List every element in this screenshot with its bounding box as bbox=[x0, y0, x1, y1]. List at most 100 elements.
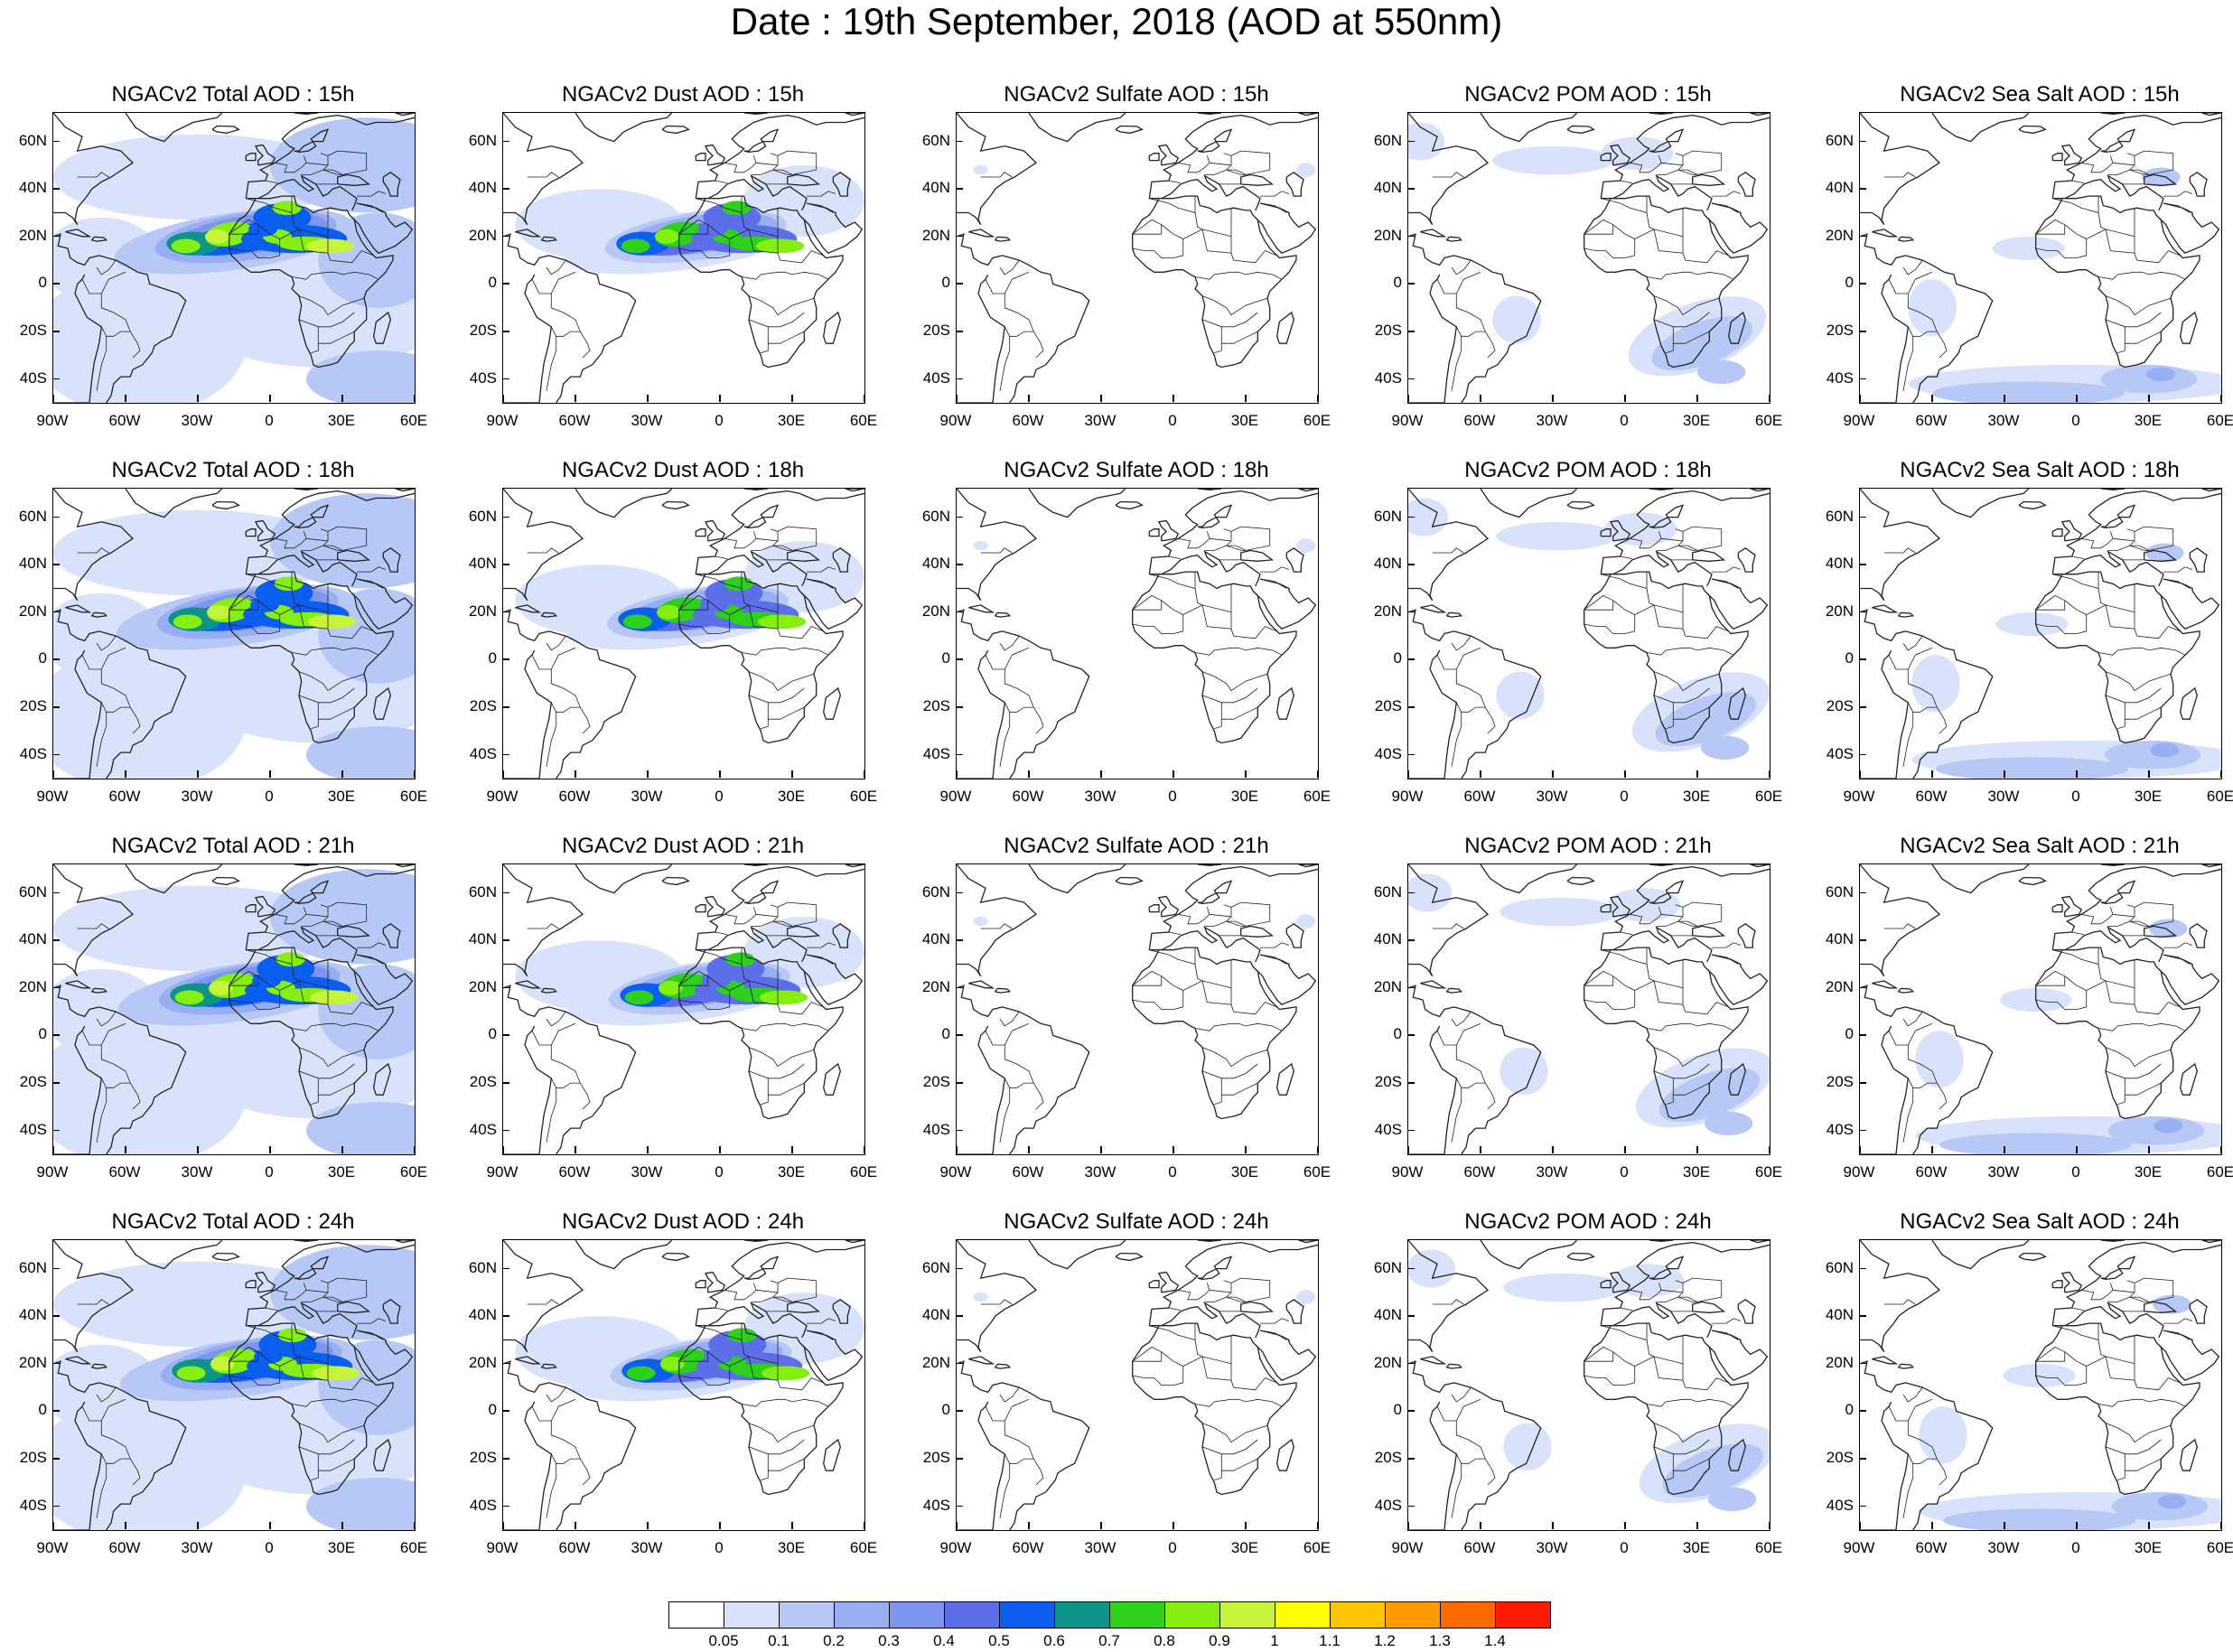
lat-tick bbox=[502, 658, 509, 660]
coastline bbox=[294, 1240, 319, 1242]
coastline bbox=[994, 611, 1012, 618]
country-border bbox=[1653, 1047, 1720, 1068]
panel-title: NGACv2 POM AOD : 21h bbox=[1464, 834, 1712, 858]
coastline bbox=[1750, 489, 1770, 492]
lon-tick-label: 90W bbox=[36, 1163, 69, 1181]
lon-tick bbox=[1317, 395, 1319, 402]
lat-tick bbox=[1859, 753, 1866, 756]
country-border bbox=[771, 901, 818, 927]
country-border bbox=[741, 1398, 829, 1407]
coastline bbox=[1132, 571, 1297, 744]
country-border bbox=[767, 1078, 805, 1096]
country-border bbox=[81, 279, 102, 294]
coastline bbox=[1285, 1299, 1304, 1324]
lat-tick-label: 40S bbox=[1826, 744, 1854, 762]
lon-tick bbox=[1100, 1146, 1102, 1153]
lon-tick-label: 60W bbox=[558, 412, 591, 429]
country-border bbox=[298, 604, 329, 630]
coastline bbox=[957, 985, 1090, 1154]
lat-tick-label: 40S bbox=[19, 1120, 47, 1138]
coastline bbox=[337, 925, 371, 938]
country-border bbox=[1451, 1011, 1472, 1027]
country-border bbox=[807, 942, 836, 948]
coastline bbox=[1115, 125, 1144, 135]
country-border bbox=[1451, 712, 1462, 767]
colorbar-swatch bbox=[999, 1601, 1055, 1629]
lon-tick bbox=[414, 770, 416, 778]
country-border bbox=[1149, 949, 1203, 982]
coastline bbox=[695, 114, 864, 199]
aod-contour-region bbox=[1915, 1031, 1964, 1088]
coastline bbox=[1408, 113, 1490, 226]
country-border bbox=[1660, 153, 1684, 166]
lon-tick-label: 30W bbox=[631, 1163, 663, 1181]
coastline bbox=[1028, 113, 1126, 143]
country-border bbox=[980, 1299, 1013, 1305]
coastline bbox=[743, 864, 769, 866]
aod-contour-region bbox=[2154, 1118, 2183, 1134]
country-border bbox=[1132, 594, 1163, 611]
aod-contour-region bbox=[1296, 914, 1316, 929]
lon-tick bbox=[414, 1146, 416, 1153]
country-border bbox=[1220, 1453, 1258, 1471]
lat-tick bbox=[52, 1129, 60, 1132]
country-border bbox=[298, 1439, 355, 1455]
aod-contour-region bbox=[1503, 1273, 1624, 1302]
coastline bbox=[832, 547, 851, 573]
country-border bbox=[81, 655, 102, 670]
lat-tick bbox=[502, 140, 509, 143]
map-panel-seasalt-15h: NGACv2 Sea Salt AOD : 15h 60N 40N 20N 0 20S 40… bbox=[1826, 81, 2233, 429]
lon-tick-label: 60W bbox=[1915, 788, 1948, 805]
country-border bbox=[1902, 1087, 1914, 1143]
lon-tick bbox=[414, 1522, 416, 1529]
lon-tick bbox=[1859, 395, 1861, 402]
coastline bbox=[1420, 229, 1447, 238]
country-border bbox=[1907, 1398, 1948, 1486]
coastline bbox=[503, 274, 553, 403]
country-border bbox=[678, 614, 731, 634]
lat-tick bbox=[956, 188, 963, 190]
coastline bbox=[1420, 980, 1447, 989]
country-border bbox=[550, 702, 581, 713]
coastline bbox=[743, 128, 780, 154]
lon-tick bbox=[1028, 1146, 1030, 1153]
lat-tick-label: 60N bbox=[921, 882, 950, 901]
coastline bbox=[503, 649, 553, 779]
aod-contour-region bbox=[210, 1356, 235, 1371]
country-border bbox=[1230, 626, 1277, 639]
lon-tick-label: 60W bbox=[558, 1539, 591, 1556]
lat-tick-label: 20S bbox=[1374, 1449, 1402, 1467]
lon-tick-label: 60W bbox=[1915, 1163, 1948, 1181]
country-border bbox=[531, 1406, 552, 1422]
panel-title: NGACv2 Sea Salt AOD : 18h bbox=[1900, 458, 2180, 482]
lat-tick bbox=[52, 611, 60, 613]
coastline bbox=[1897, 987, 1915, 994]
coastline bbox=[65, 1356, 92, 1365]
country-border bbox=[1902, 1463, 1914, 1518]
aod-contour-region bbox=[1943, 1508, 2136, 1530]
coastline bbox=[515, 229, 542, 238]
lon-tick-label: 30E bbox=[1230, 1539, 1259, 1556]
lon-tick-label: 60E bbox=[1303, 1163, 1331, 1181]
map-plot-area bbox=[52, 1239, 416, 1531]
country-border bbox=[550, 271, 591, 359]
coastline bbox=[1408, 274, 1458, 403]
country-border bbox=[265, 931, 278, 935]
coastline bbox=[540, 611, 558, 618]
lat-tick-label: 0 bbox=[1845, 1401, 1854, 1419]
country-border bbox=[1883, 1299, 1916, 1305]
coastline bbox=[1584, 1322, 1749, 1496]
map-panel-dust-24h: NGACv2 Dust AOD : 24h 60N 40N 20N 0 20S 40S 90W… bbox=[469, 1209, 877, 1556]
lat-tick-label: 0 bbox=[488, 274, 497, 292]
aod-contour-region bbox=[727, 1328, 757, 1343]
coastline bbox=[1255, 1330, 1317, 1381]
lon-tick bbox=[2076, 1146, 2078, 1153]
lon-tick bbox=[1769, 395, 1771, 402]
country-border bbox=[1653, 1063, 1710, 1079]
aod-contour-region bbox=[622, 614, 652, 630]
coastline bbox=[1737, 923, 1756, 948]
country-border bbox=[1711, 202, 1739, 213]
lon-tick-label: 30W bbox=[181, 412, 213, 429]
lon-tick bbox=[1624, 1522, 1626, 1529]
map-plot-area bbox=[52, 112, 416, 404]
